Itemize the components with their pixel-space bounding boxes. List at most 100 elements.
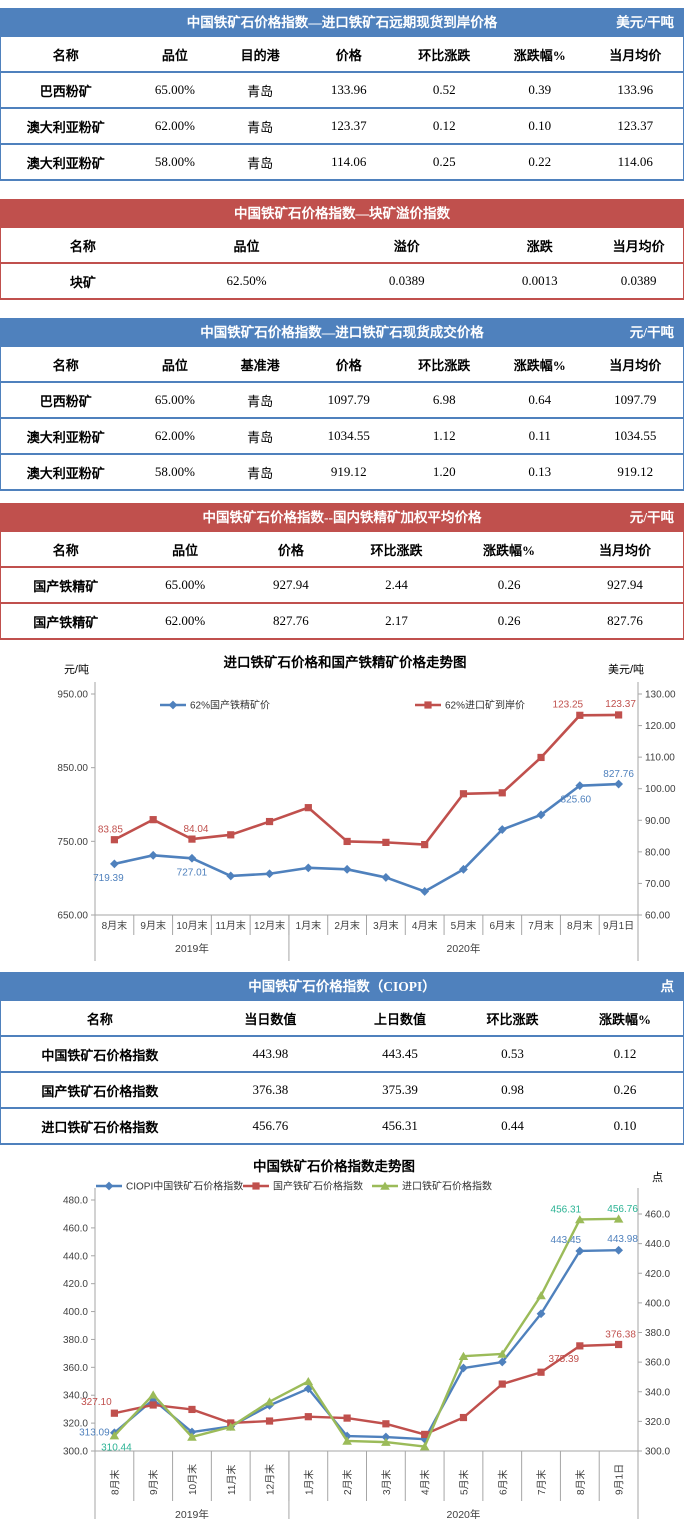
column-header-row: 名称 品位 目的港 价格 环比涨跌 涨跌幅% 当月均价: [1, 37, 683, 72]
column-header: 环比涨跌: [418, 357, 471, 373]
column-header: 价格: [335, 47, 362, 63]
column-header: 名称: [69, 238, 96, 254]
right-tick-label: 300.0: [645, 1447, 670, 1458]
right-tick-label: 320.0: [645, 1417, 670, 1428]
category-label: 4月末: [419, 1469, 432, 1495]
value-cell: 133.96: [301, 71, 397, 108]
value-cell: 456.76: [198, 1107, 342, 1143]
value-cell: 0.10: [492, 107, 588, 144]
right-tick-label: 80.00: [645, 847, 670, 858]
right-axis-unit: 点: [652, 1171, 663, 1184]
series-1: [110, 711, 623, 849]
data-label: 84.04: [183, 824, 208, 835]
value-cell: 0.0013: [485, 262, 595, 298]
table-row: 国产铁矿石价格指数 376.38 375.39 0.98 0.26: [1, 1071, 683, 1108]
right-tick-label: 100.00: [645, 784, 676, 795]
category-label: 3月末: [373, 919, 399, 932]
data-label: 827.76: [603, 769, 634, 780]
value-cell: 58.00%: [130, 143, 220, 179]
category-label: 9月末: [147, 1469, 160, 1495]
value-cell: 62.00%: [130, 417, 220, 454]
value-cell: 0.26: [567, 1071, 683, 1108]
table-grid: 名称 品位 目的港 价格 环比涨跌 涨跌幅% 当月均价 巴西粉矿 65.00% 青岛 133.96 0…: [1, 37, 683, 179]
table-row: 国产铁精矿 62.00% 827.76 2.17 0.26 827.76: [1, 602, 683, 638]
value-cell: 62.50%: [164, 262, 329, 298]
value-cell: 62.00%: [130, 107, 220, 144]
value-cell: 114.06: [587, 143, 683, 179]
left-tick-label: 850.00: [57, 763, 88, 774]
value-cell: 927.94: [239, 566, 342, 603]
category-label: 2月末: [341, 1469, 354, 1495]
data-label: 443.98: [607, 1234, 638, 1245]
data-label: 719.39: [93, 873, 124, 884]
column-header: 环比涨跌: [370, 542, 423, 558]
value-cell: 1097.79: [301, 381, 397, 418]
value-cell: 65.00%: [130, 566, 240, 603]
value-cell: 123.37: [301, 107, 397, 144]
column-header: 当月均价: [609, 47, 662, 63]
data-label: 83.85: [98, 825, 123, 836]
category-label: 6月末: [489, 919, 515, 932]
column-header: 名称: [52, 542, 79, 558]
column-header: 涨跌幅%: [483, 542, 536, 558]
column-header: 价格: [277, 542, 304, 558]
left-tick-label: 750.00: [57, 837, 88, 848]
series-1: [110, 1340, 623, 1439]
value-cell: 0.22: [492, 143, 588, 179]
chart-ciopi-trend: 中国铁矿石价格指数走势图点 CIOPI中国铁矿石价格指数 国产铁矿石价格指数 进口铁矿…: [0, 1155, 684, 1519]
legend-label: CIOPI中国铁矿石价格指数: [126, 1180, 243, 1193]
value-cell: 0.26: [451, 566, 568, 603]
data-label: 123.37: [605, 699, 636, 710]
legend-item: CIOPI中国铁矿石价格指数: [96, 1180, 243, 1193]
value-cell: 919.12: [301, 453, 397, 489]
value-cell: 青岛: [219, 143, 302, 179]
table-lump-premium-index: 中国铁矿石价格指数—块矿溢价指数 名称 品位 溢价 涨跌 当月均价 块矿 62.50% 0.0…: [0, 199, 684, 300]
value-cell: 2.17: [341, 602, 452, 638]
right-tick-label: 70.00: [645, 879, 670, 890]
value-cell: 827.76: [239, 602, 342, 638]
left-tick-label: 300.0: [63, 1447, 88, 1458]
right-tick-label: 420.0: [645, 1269, 670, 1280]
left-tick-label: 360.0: [63, 1363, 88, 1374]
value-cell: 0.25: [396, 143, 492, 179]
data-label: 825.60: [561, 795, 592, 806]
value-cell: 青岛: [219, 381, 302, 418]
table-row: 进口铁矿石价格指数 456.76 456.31 0.44 0.10: [1, 1107, 683, 1143]
category-label: 8月末: [574, 1469, 587, 1495]
column-header: 当月均价: [609, 357, 662, 373]
value-cell: 0.11: [492, 417, 588, 454]
column-header: 涨跌: [526, 238, 553, 254]
legend-item: 进口铁矿石价格指数: [372, 1180, 492, 1193]
data-label: 727.01: [177, 867, 208, 878]
row-name-cell: 巴西粉矿: [1, 71, 131, 108]
right-tick-label: 130.00: [645, 690, 676, 701]
left-tick-label: 320.0: [63, 1419, 88, 1430]
column-header: 环比涨跌: [486, 1011, 539, 1027]
data-label: 456.31: [551, 1204, 582, 1215]
value-cell: 0.52: [396, 71, 492, 108]
column-header: 涨跌幅%: [513, 357, 566, 373]
data-label: 376.38: [605, 1329, 636, 1340]
right-tick-label: 380.0: [645, 1328, 670, 1339]
column-header: 名称: [52, 47, 79, 63]
column-header: 当月均价: [612, 238, 665, 254]
table-title: 中国铁矿石价格指数--国内铁精矿加权平均价格: [202, 510, 482, 525]
value-cell: 927.94: [567, 566, 683, 603]
category-label: 5月末: [451, 919, 477, 932]
left-tick-label: 480.0: [63, 1196, 88, 1207]
legend-item: 62%进口矿到岸价: [415, 699, 525, 712]
value-cell: 58.00%: [130, 453, 220, 489]
value-cell: 0.26: [451, 602, 568, 638]
table-grid: 名称 品位 溢价 涨跌 当月均价 块矿 62.50% 0.0389 0.0013 0.0389: [1, 228, 683, 298]
table-ciopi-index: 中国铁矿石价格指数（CIOPI） 点 名称 当日数值 上日数值 环比涨跌 涨跌幅% 中国铁…: [0, 972, 684, 1145]
table-title: 中国铁矿石价格指数—块矿溢价指数: [234, 206, 450, 221]
table-row: 澳大利亚粉矿 62.00% 青岛 123.37 0.12 0.10 123.37: [1, 107, 683, 144]
data-label: 443.45: [551, 1235, 582, 1246]
row-name-cell: 国产铁精矿: [1, 566, 131, 603]
series-2: [109, 1214, 624, 1451]
value-cell: 0.39: [492, 71, 588, 108]
value-cell: 123.37: [587, 107, 683, 144]
row-name-cell: 澳大利亚粉矿: [1, 143, 131, 179]
column-header: 品位: [161, 357, 188, 373]
